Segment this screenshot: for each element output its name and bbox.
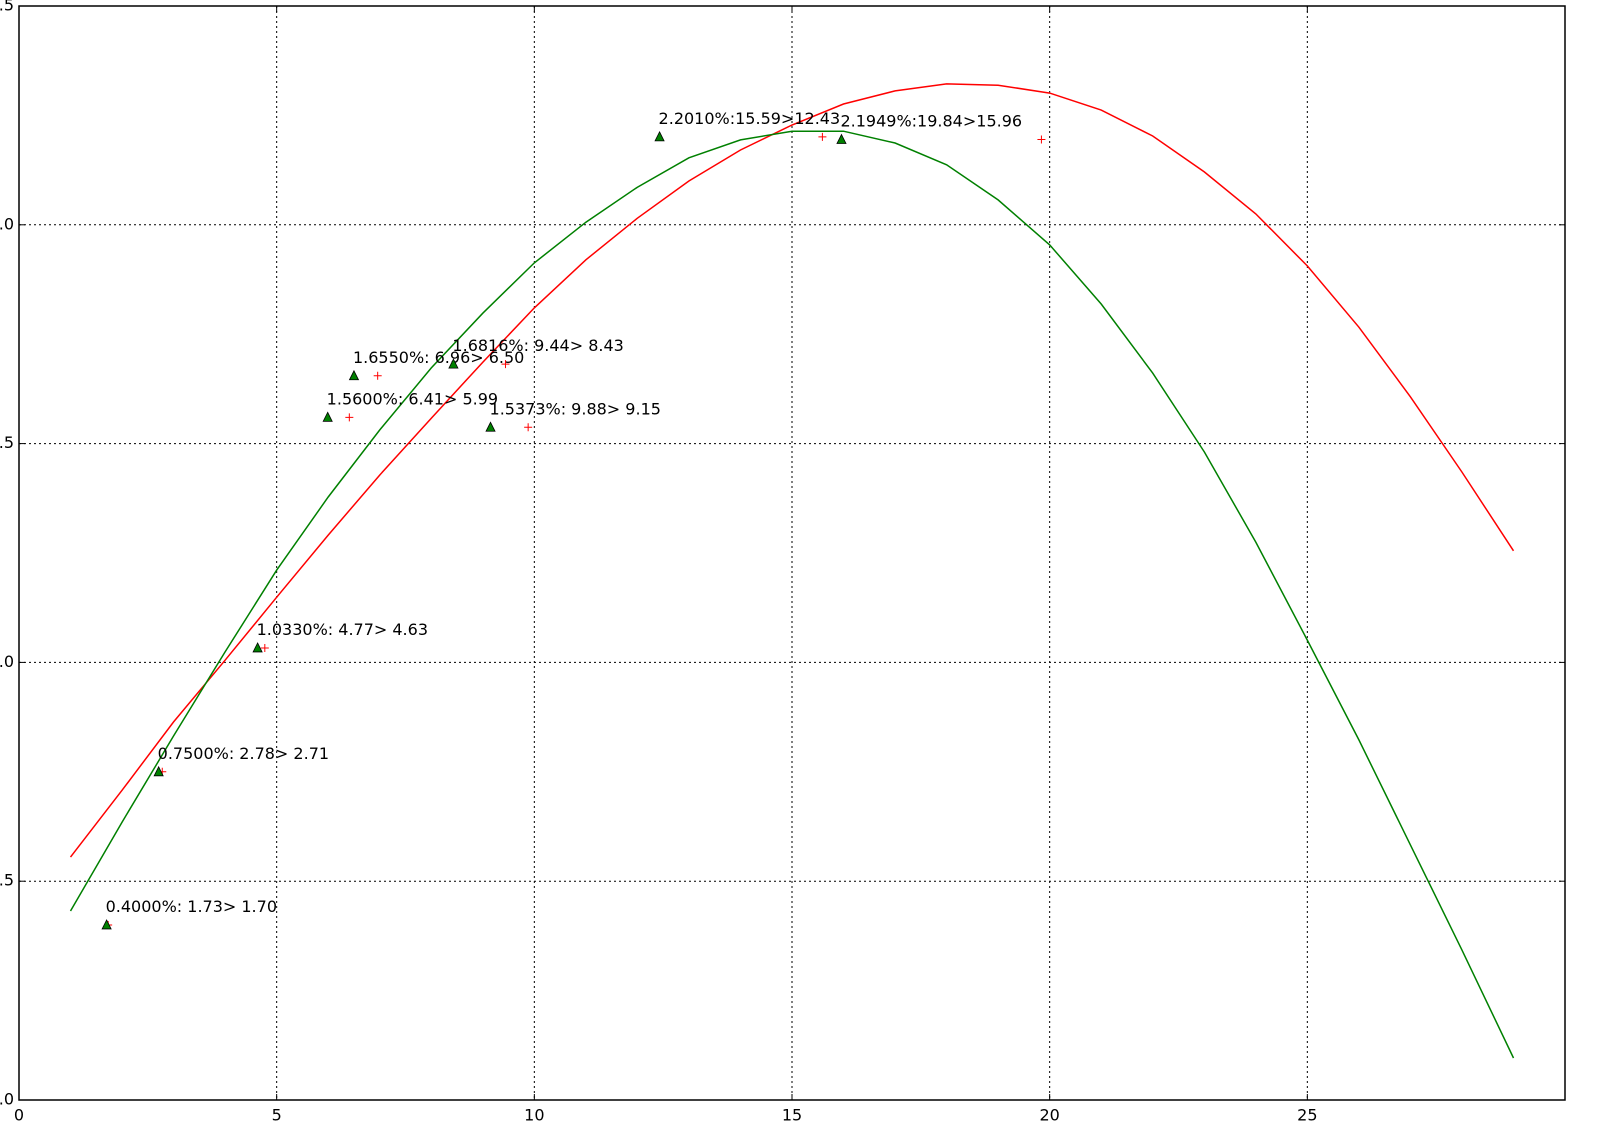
y-tick-label: 1.0	[0, 652, 14, 671]
plus-marker	[373, 371, 382, 380]
plus-marker	[818, 132, 827, 141]
triangle-marker	[153, 765, 164, 777]
plus-marker	[524, 423, 533, 432]
plus-marker	[260, 643, 269, 652]
annotation: 0.4000%: 1.73> 1.70	[106, 897, 277, 916]
line-series	[69, 130, 1515, 1059]
x-tick-label: 25	[1297, 1106, 1317, 1125]
annotation: 1.6550%: 6.96> 6.50	[353, 348, 524, 367]
annotation: 1.5600%: 6.41> 5.99	[327, 389, 498, 408]
triangle-marker	[836, 133, 847, 144]
triangle-marker	[101, 919, 112, 930]
x-tick-label: 15	[782, 1106, 802, 1125]
triangle-marker	[322, 411, 333, 422]
plus-marker	[501, 360, 510, 369]
plus-marker	[345, 413, 354, 422]
annotation: 1.0330%: 4.77> 4.63	[257, 620, 428, 639]
y-tick-label: 0.0	[0, 1090, 14, 1109]
y-tick-label: 0.5	[0, 871, 14, 890]
y-tick-label: 2.0	[0, 214, 14, 233]
annotation: 1.6816%: 9.44> 8.43	[452, 336, 623, 355]
y-tick-label: 2.5	[0, 0, 14, 15]
triangle-marker	[485, 421, 496, 432]
triangle-marker	[348, 369, 360, 381]
line-series	[69, 83, 1515, 858]
x-tick-label: 0	[14, 1106, 24, 1125]
x-tick-label: 5	[272, 1106, 282, 1125]
annotation: 0.7500%: 2.78> 2.71	[158, 744, 329, 763]
annotation: 2.1949%:19.84>15.96	[840, 112, 1022, 131]
y-tick-label: 1.5	[0, 433, 14, 452]
triangle-marker	[448, 358, 459, 369]
triangle-marker	[252, 642, 263, 653]
annotation: 2.2010%:15.59>12.43	[659, 109, 841, 128]
triangle-marker	[654, 130, 665, 142]
x-tick-label: 20	[1039, 1106, 1059, 1125]
plot-frame	[18, 5, 1566, 1101]
plus-marker	[1037, 135, 1046, 144]
annotation: 1.5373%: 9.88> 9.15	[490, 399, 661, 418]
x-tick-label: 10	[524, 1106, 544, 1125]
